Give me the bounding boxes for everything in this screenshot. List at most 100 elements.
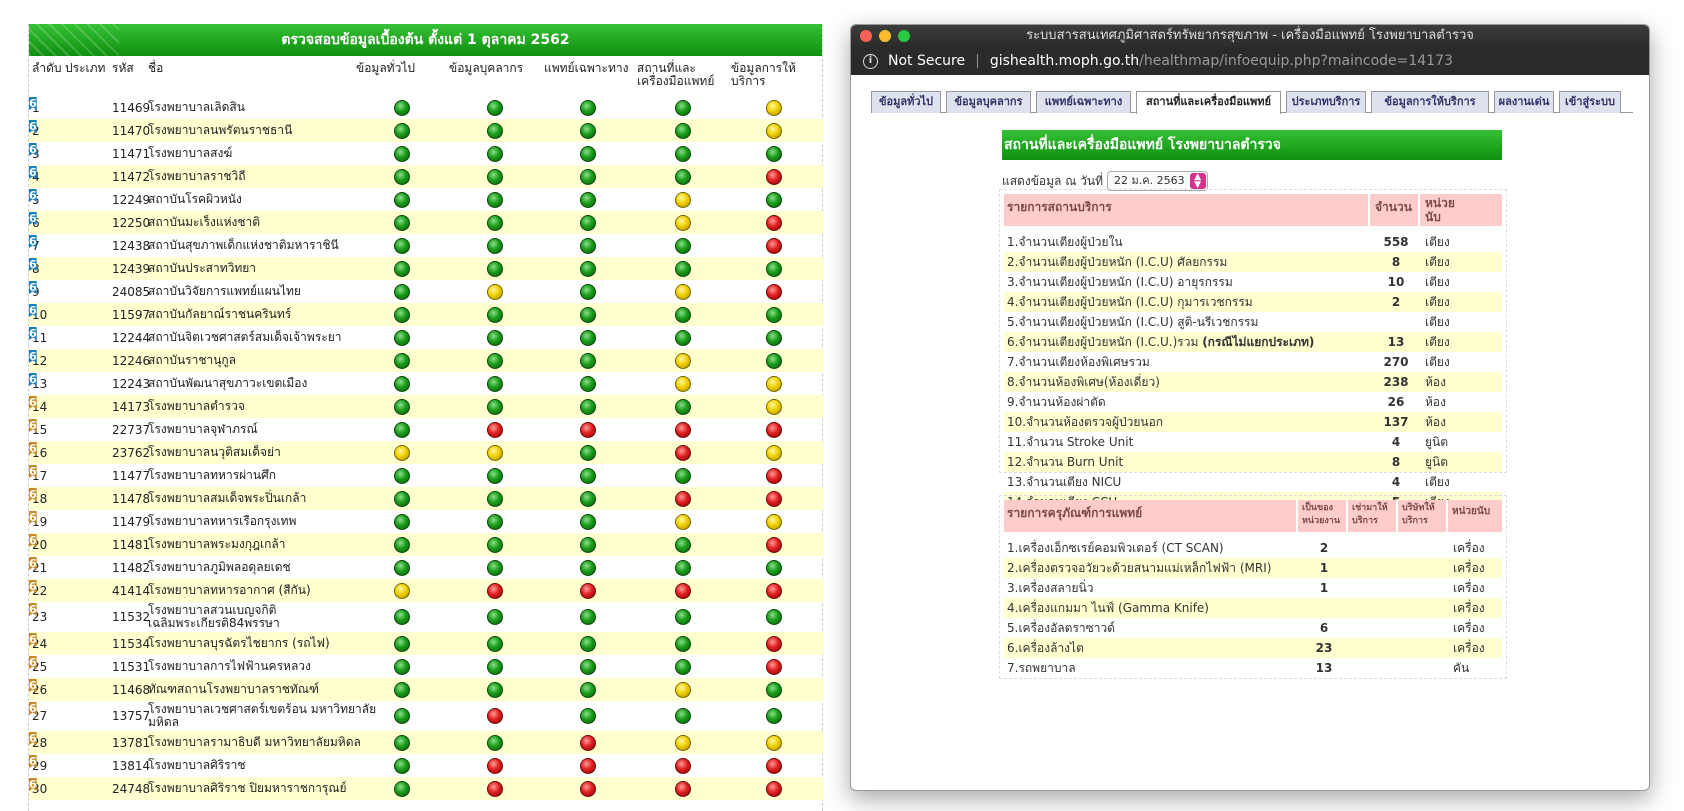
table-row[interactable]: 12 6 12246 สถาบันราชานุกูล: [29, 349, 824, 372]
table-row[interactable]: 15 6 22737 โรงพยาบาลจุฬาภรณ์: [29, 418, 824, 441]
status-red-icon[interactable]: [675, 780, 691, 797]
row-name[interactable]: โรงพยาบาลนวุติสมเด็จย่า: [148, 445, 281, 459]
table-row[interactable]: 22 6 41414 โรงพยาบาลทหารอากาศ (สีกัน): [29, 579, 824, 602]
status-red-icon[interactable]: [766, 582, 782, 599]
status-red-icon[interactable]: [580, 582, 596, 599]
row-name[interactable]: สถาบันโรคผิวหนัง: [148, 192, 242, 206]
status-green-icon[interactable]: [394, 658, 410, 675]
status-green-icon[interactable]: [487, 398, 503, 415]
zoom-window-icon[interactable]: [898, 30, 910, 42]
table-row[interactable]: 13 6 12243 สถาบันพัฒนาสุขภาวะเขตเมือง: [29, 372, 824, 395]
status-red-icon[interactable]: [766, 168, 782, 185]
status-green-icon[interactable]: [580, 681, 596, 698]
status-green-icon[interactable]: [394, 168, 410, 185]
status-green-icon[interactable]: [766, 352, 782, 369]
status-green-icon[interactable]: [394, 536, 410, 553]
status-green-icon[interactable]: [394, 681, 410, 698]
row-name[interactable]: โรงพยาบาลตำรวจ: [148, 399, 245, 413]
table-row[interactable]: 10 6 11597 สถาบันกัลยาณ์ราชนครินทร์: [29, 303, 824, 326]
table-row[interactable]: 30 6 24748 โรงพยาบาลศิริราช ปิยมหาราชการุณย…: [29, 777, 824, 800]
minimize-window-icon[interactable]: [879, 30, 891, 42]
row-name[interactable]: โรงพยาบาลจุฬาภรณ์: [148, 422, 258, 436]
status-red-icon[interactable]: [766, 757, 782, 774]
status-green-icon[interactable]: [394, 329, 410, 346]
status-green-icon[interactable]: [487, 559, 503, 576]
row-name[interactable]: สถาบันวิจัยการแพทย์แผนไทย: [148, 284, 301, 298]
status-green-icon[interactable]: [675, 559, 691, 576]
status-green-icon[interactable]: [675, 635, 691, 652]
status-yellow-icon[interactable]: [675, 734, 691, 751]
status-green-icon[interactable]: [580, 99, 596, 116]
status-green-icon[interactable]: [675, 398, 691, 415]
status-red-icon[interactable]: [766, 490, 782, 507]
row-name[interactable]: โรงพยาบาลนพรัตนราชธานี: [148, 123, 293, 137]
status-red-icon[interactable]: [675, 444, 691, 461]
row-name[interactable]: ทัณฑสถานโรงพยาบาลราชทัณฑ์: [148, 682, 320, 696]
status-green-icon[interactable]: [580, 398, 596, 415]
status-green-icon[interactable]: [487, 635, 503, 652]
table-row[interactable]: 11 6 12244 สถาบันจิตเวชศาสตร์สมเด็จเจ้าพระย…: [29, 326, 824, 349]
row-name[interactable]: สถาบันพัฒนาสุขภาวะเขตเมือง: [148, 376, 308, 390]
status-green-icon[interactable]: [580, 658, 596, 675]
status-green-icon[interactable]: [487, 306, 503, 323]
status-red-icon[interactable]: [766, 467, 782, 484]
row-name[interactable]: โรงพยาบาลทหารผ่านศึก: [148, 468, 276, 482]
status-red-icon[interactable]: [487, 757, 503, 774]
table-row[interactable]: 2611470โรงพยาบาลนพรัตนราชธานี: [29, 119, 824, 142]
status-yellow-icon[interactable]: [766, 375, 782, 392]
window-titlebar[interactable]: ระบบสารสนเทศภูมิศาสตร์ทรัพยากรสุขภาพ - เ…: [851, 25, 1649, 47]
status-green-icon[interactable]: [766, 145, 782, 162]
status-green-icon[interactable]: [394, 513, 410, 530]
status-green-icon[interactable]: [766, 191, 782, 208]
select-arrows-icon[interactable]: ▲ ▼: [1189, 173, 1206, 190]
status-green-icon[interactable]: [394, 237, 410, 254]
status-green-icon[interactable]: [394, 283, 410, 300]
status-green-icon[interactable]: [487, 658, 503, 675]
url-host[interactable]: gishealth.moph.go.th: [989, 53, 1140, 69]
date-select[interactable]: 22 ม.ค. 2563 ▲ ▼: [1107, 171, 1208, 191]
status-red-icon[interactable]: [766, 237, 782, 254]
status-green-icon[interactable]: [394, 635, 410, 652]
status-green-icon[interactable]: [580, 513, 596, 530]
status-yellow-icon[interactable]: [766, 398, 782, 415]
status-green-icon[interactable]: [394, 122, 410, 139]
tab-item[interactable]: ผลงานเด่น: [1494, 91, 1554, 113]
status-yellow-icon[interactable]: [766, 122, 782, 139]
status-green-icon[interactable]: [580, 122, 596, 139]
status-green-icon[interactable]: [675, 609, 691, 625]
status-red-icon[interactable]: [766, 635, 782, 652]
table-row[interactable]: 25 6 11531 โรงพยาบาลการไฟฟ้านครหลวง: [29, 655, 824, 678]
row-name[interactable]: โรงพยาบาลทหารอากาศ (สีกัน): [148, 583, 311, 597]
row-name[interactable]: โรงพยาบาลศิริราช ปิยมหาราชการุณย์: [148, 781, 347, 795]
status-green-icon[interactable]: [394, 260, 410, 277]
row-name[interactable]: สถาบันกัลยาณ์ราชนครินทร์: [148, 307, 292, 321]
row-name[interactable]: โรงพยาบาลการไฟฟ้านครหลวง: [148, 659, 311, 673]
status-green-icon[interactable]: [675, 122, 691, 139]
status-green-icon[interactable]: [580, 708, 596, 724]
table-row[interactable]: 28 6 13781 โรงพยาบาลรามาธิบดี มหาวิทยาลัยมห…: [29, 731, 824, 754]
table-row[interactable]: 1611469โรงพยาบาลเลิดสิน: [29, 96, 824, 119]
status-green-icon[interactable]: [766, 708, 782, 724]
status-green-icon[interactable]: [487, 260, 503, 277]
table-row[interactable]: 27 6 13757 โรงพยาบาลเวชศาสตร์เขตร้อน มหาวิท…: [29, 701, 824, 731]
status-green-icon[interactable]: [675, 708, 691, 724]
status-red-icon[interactable]: [675, 490, 691, 507]
row-name[interactable]: โรงพยาบาลสงฆ์: [148, 146, 233, 160]
address-bar[interactable]: i Not Secure | gishealth.moph.go.th/heal…: [851, 47, 1649, 75]
status-red-icon[interactable]: [487, 708, 503, 724]
info-icon[interactable]: i: [863, 53, 878, 69]
status-yellow-icon[interactable]: [675, 375, 691, 392]
status-green-icon[interactable]: [487, 734, 503, 751]
status-green-icon[interactable]: [394, 191, 410, 208]
status-green-icon[interactable]: [487, 513, 503, 530]
status-yellow-icon[interactable]: [675, 214, 691, 231]
status-yellow-icon[interactable]: [675, 283, 691, 300]
status-green-icon[interactable]: [487, 168, 503, 185]
status-green-icon[interactable]: [580, 306, 596, 323]
status-green-icon[interactable]: [675, 306, 691, 323]
status-green-icon[interactable]: [394, 398, 410, 415]
row-name[interactable]: โรงพยาบาลรามาธิบดี มหาวิทยาลัยมหิดล: [148, 735, 361, 749]
status-green-icon[interactable]: [675, 168, 691, 185]
status-red-icon[interactable]: [487, 582, 503, 599]
status-red-icon[interactable]: [487, 421, 503, 438]
